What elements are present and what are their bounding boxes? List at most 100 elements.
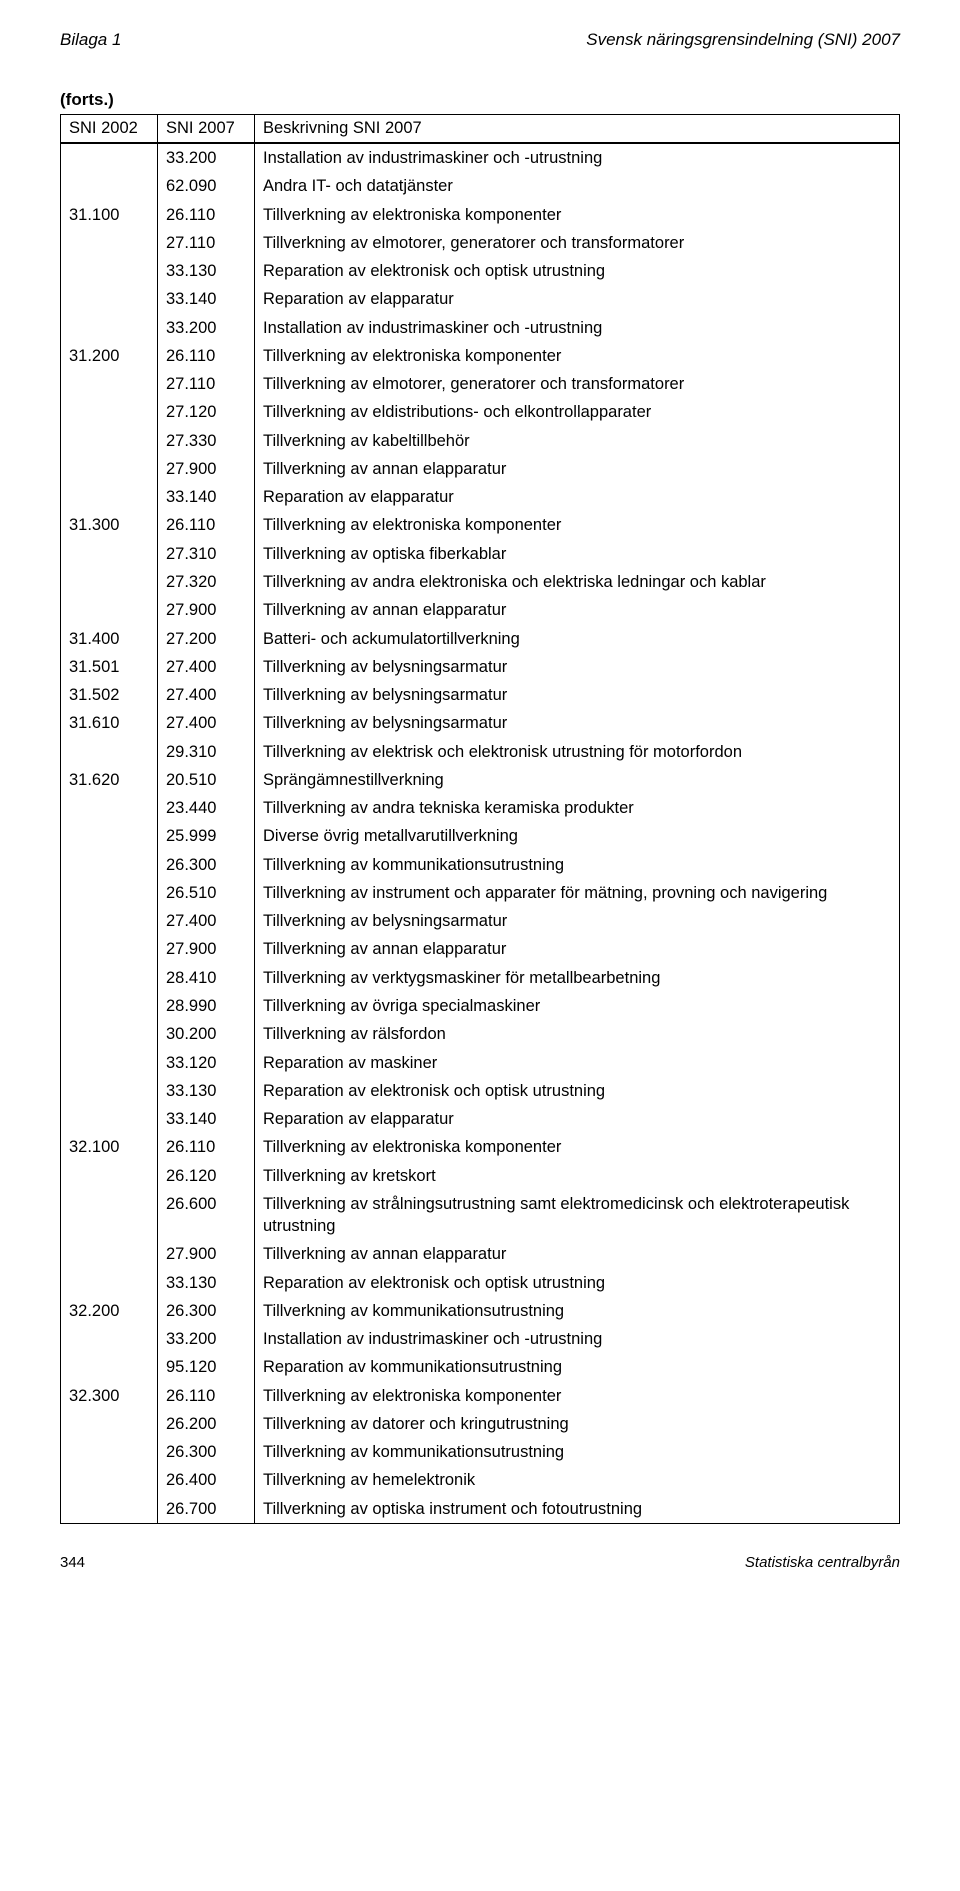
cell-sni2007: 26.110	[158, 201, 255, 229]
cell-description: Tillverkning av belysningsarmatur	[255, 907, 900, 935]
cell-description: Tillverkning av rälsfordon	[255, 1020, 900, 1048]
cell-sni2002: 31.620	[61, 766, 158, 794]
table-row: 27.900Tillverkning av annan elapparatur	[61, 455, 900, 483]
cell-sni2002: 32.300	[61, 1382, 158, 1410]
cell-sni2002: 31.200	[61, 342, 158, 370]
page-header: Bilaga 1 Svensk näringsgrensindelning (S…	[60, 30, 900, 50]
cell-sni2002	[61, 1438, 158, 1466]
cell-description: Tillverkning av annan elapparatur	[255, 935, 900, 963]
cell-description: Reparation av elektronisk och optisk utr…	[255, 1269, 900, 1297]
cell-sni2002	[61, 1190, 158, 1241]
page-footer: 344 Statistiska centralbyrån	[60, 1554, 900, 1571]
header-right: Svensk näringsgrensindelning (SNI) 2007	[586, 30, 900, 50]
cell-sni2002	[61, 314, 158, 342]
table-row: 23.440Tillverkning av andra tekniska ker…	[61, 794, 900, 822]
cell-sni2002: 32.100	[61, 1133, 158, 1161]
cell-sni2002	[61, 143, 158, 172]
cell-sni2002	[61, 455, 158, 483]
table-row: 31.61027.400Tillverkning av belysningsar…	[61, 709, 900, 737]
cell-sni2002	[61, 1410, 158, 1438]
cell-sni2002	[61, 1269, 158, 1297]
cell-description: Tillverkning av datorer och kringutrustn…	[255, 1410, 900, 1438]
cell-sni2002	[61, 1077, 158, 1105]
cell-sni2007: 26.510	[158, 879, 255, 907]
table-row: 26.300Tillverkning av kommunikationsutru…	[61, 1438, 900, 1466]
cell-description: Tillverkning av elmotorer, generatorer o…	[255, 229, 900, 257]
cell-sni2002	[61, 1049, 158, 1077]
cell-sni2007: 27.900	[158, 1240, 255, 1268]
cell-description: Tillverkning av kommunikationsutrustning	[255, 1297, 900, 1325]
cell-description: Tillverkning av hemelektronik	[255, 1466, 900, 1494]
cell-sni2007: 20.510	[158, 766, 255, 794]
table-row: 31.30026.110Tillverkning av elektroniska…	[61, 511, 900, 539]
cell-sni2002	[61, 1495, 158, 1524]
col-header-desc: Beskrivning SNI 2007	[255, 115, 900, 144]
cell-sni2007: 33.130	[158, 1269, 255, 1297]
cell-sni2002: 31.100	[61, 201, 158, 229]
cell-sni2007: 62.090	[158, 172, 255, 200]
table-row: 33.130Reparation av elektronisk och opti…	[61, 1077, 900, 1105]
cell-sni2002	[61, 992, 158, 1020]
table-row: 27.110Tillverkning av elmotorer, generat…	[61, 229, 900, 257]
table-row: 26.700Tillverkning av optiska instrument…	[61, 1495, 900, 1524]
cell-description: Tillverkning av optiska instrument och f…	[255, 1495, 900, 1524]
cell-description: Reparation av kommunikationsutrustning	[255, 1353, 900, 1381]
table-row: 62.090Andra IT- och datatjänster	[61, 172, 900, 200]
col-header-sni2002: SNI 2002	[61, 115, 158, 144]
cell-sni2002	[61, 1105, 158, 1133]
table-row: 32.30026.110Tillverkning av elektroniska…	[61, 1382, 900, 1410]
cell-sni2007: 27.400	[158, 709, 255, 737]
table-row: 26.200Tillverkning av datorer och kringu…	[61, 1410, 900, 1438]
cell-description: Reparation av elektronisk och optisk utr…	[255, 1077, 900, 1105]
table-row: 26.300Tillverkning av kommunikationsutru…	[61, 851, 900, 879]
table-row: 27.320Tillverkning av andra elektroniska…	[61, 568, 900, 596]
table-row: 33.140Reparation av elapparatur	[61, 285, 900, 313]
table-row: 33.120Reparation av maskiner	[61, 1049, 900, 1077]
cell-sni2007: 33.200	[158, 1325, 255, 1353]
cell-sni2007: 33.200	[158, 314, 255, 342]
cell-sni2007: 30.200	[158, 1020, 255, 1048]
cell-sni2007: 28.410	[158, 964, 255, 992]
cell-description: Tillverkning av övriga specialmaskiner	[255, 992, 900, 1020]
table-header-row: SNI 2002 SNI 2007 Beskrivning SNI 2007	[61, 115, 900, 144]
cell-sni2007: 33.200	[158, 143, 255, 172]
cell-description: Reparation av maskiner	[255, 1049, 900, 1077]
cell-sni2002: 32.200	[61, 1297, 158, 1325]
cell-sni2007: 25.999	[158, 822, 255, 850]
cell-description: Installation av industrimaskiner och -ut…	[255, 314, 900, 342]
cell-description: Tillverkning av elektroniska komponenter	[255, 511, 900, 539]
cell-description: Tillverkning av elektroniska komponenter	[255, 1382, 900, 1410]
cell-sni2002	[61, 1325, 158, 1353]
cell-description: Reparation av elapparatur	[255, 1105, 900, 1133]
cell-sni2007: 27.320	[158, 568, 255, 596]
cell-sni2007: 26.110	[158, 1382, 255, 1410]
cell-description: Tillverkning av andra tekniska keramiska…	[255, 794, 900, 822]
cell-sni2002	[61, 540, 158, 568]
cell-description: Tillverkning av kretskort	[255, 1162, 900, 1190]
table-row: 30.200Tillverkning av rälsfordon	[61, 1020, 900, 1048]
cell-description: Tillverkning av eldistributions- och elk…	[255, 398, 900, 426]
cell-sni2002	[61, 879, 158, 907]
cell-description: Tillverkning av kommunikationsutrustning	[255, 1438, 900, 1466]
table-row: 28.410Tillverkning av verktygsmaskiner f…	[61, 964, 900, 992]
header-left: Bilaga 1	[60, 30, 121, 50]
cell-sni2002	[61, 822, 158, 850]
cell-description: Tillverkning av elmotorer, generatorer o…	[255, 370, 900, 398]
table-row: 31.50127.400Tillverkning av belysningsar…	[61, 653, 900, 681]
cell-sni2007: 23.440	[158, 794, 255, 822]
table-row: 33.200Installation av industrimaskiner o…	[61, 143, 900, 172]
cell-sni2007: 27.200	[158, 625, 255, 653]
cell-description: Tillverkning av kabeltillbehör	[255, 427, 900, 455]
table-row: 27.120Tillverkning av eldistributions- o…	[61, 398, 900, 426]
col-header-sni2007: SNI 2007	[158, 115, 255, 144]
cell-sni2002	[61, 172, 158, 200]
cell-description: Reparation av elektronisk och optisk utr…	[255, 257, 900, 285]
cell-description: Tillverkning av belysningsarmatur	[255, 681, 900, 709]
table-row: 27.900Tillverkning av annan elapparatur	[61, 935, 900, 963]
cell-sni2007: 27.400	[158, 681, 255, 709]
cell-sni2002	[61, 427, 158, 455]
sni-table: SNI 2002 SNI 2007 Beskrivning SNI 2007 3…	[60, 114, 900, 1524]
table-row: 33.140Reparation av elapparatur	[61, 1105, 900, 1133]
table-row: 27.310Tillverkning av optiska fiberkabla…	[61, 540, 900, 568]
footer-source: Statistiska centralbyrån	[745, 1554, 900, 1571]
